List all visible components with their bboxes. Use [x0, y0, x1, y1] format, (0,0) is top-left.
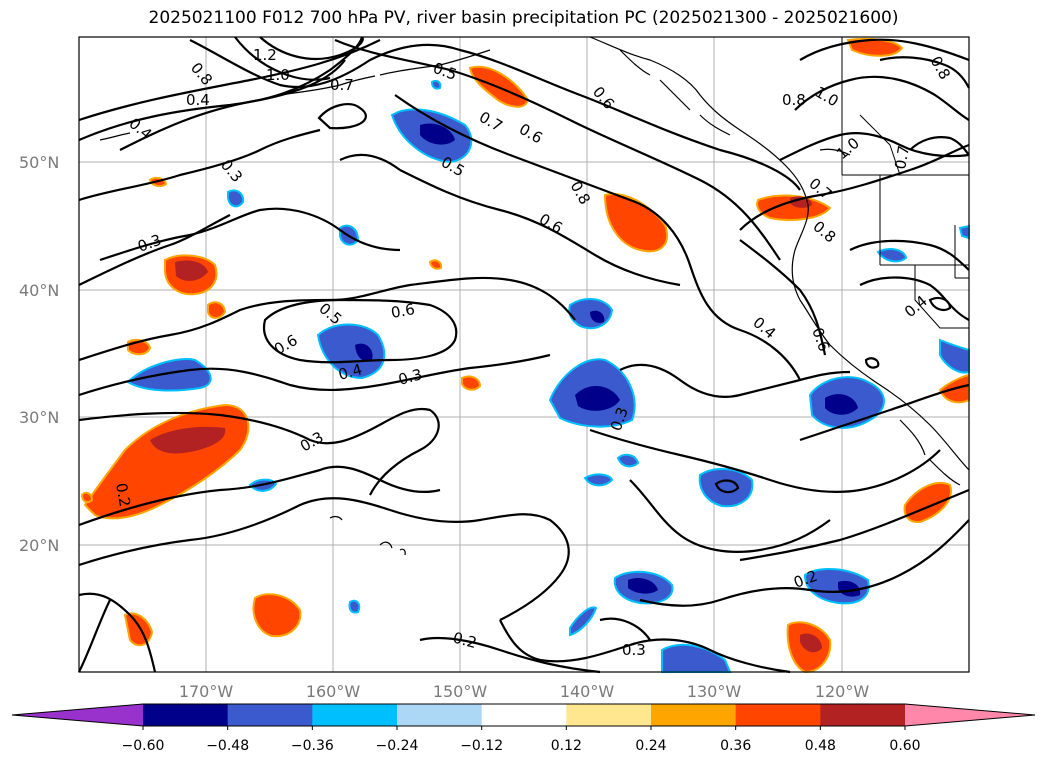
precip-patch-negative: [348, 599, 361, 614]
colorbar-band: [312, 704, 398, 726]
precip-patch-negative: [227, 189, 245, 208]
lon-label: 160°W: [306, 682, 361, 701]
colorbar-extend-max: [905, 704, 1035, 726]
contour-label: 1.0: [266, 66, 290, 84]
map-frame: [78, 36, 970, 673]
precip-patch-strong-positive: [800, 633, 822, 653]
colorbar-band: [566, 704, 652, 726]
colorbar-tick-label: 0.60: [889, 738, 920, 754]
precip-patch-strong-positive: [150, 426, 226, 454]
contour-label: 0.3: [396, 365, 424, 389]
precip-patch-strong-negative: [825, 394, 858, 415]
lon-label: 170°W: [179, 682, 234, 701]
precip-patch-negative: [583, 473, 614, 487]
colorbar-tick-label: −0.12: [460, 738, 503, 754]
colorbar-tick-label: 0.48: [805, 738, 836, 754]
precip-patch-positive: [846, 37, 904, 57]
precip-patch-negative: [430, 79, 442, 90]
colorbar-tick-label: −0.36: [291, 738, 334, 754]
precip-patch-positive: [252, 593, 302, 638]
precip-patch-positive: [428, 259, 443, 270]
contour-label: 1.2: [253, 46, 277, 64]
lat-label: 50°N: [19, 153, 59, 172]
colorbar-band: [735, 704, 821, 726]
colorbar-tick-label: 0.36: [720, 738, 751, 754]
colorbar-tick-label: −0.60: [122, 738, 165, 754]
colorbar-band: [481, 704, 567, 726]
contour-label: 0.2: [451, 628, 479, 652]
precip-patches: [80, 37, 970, 674]
precip-patch-positive: [207, 301, 227, 319]
precip-patch-strong-negative: [838, 580, 861, 597]
precip-patch-strong-negative: [590, 310, 605, 323]
colorbar-band: [820, 704, 906, 726]
contour-label: 0.3: [622, 641, 646, 659]
colorbar-tick-label: −0.24: [376, 738, 419, 754]
precip-patch-negative: [958, 224, 970, 240]
precip-patch-negative: [569, 606, 598, 637]
colorbar-segments: [11, 703, 1036, 727]
pv-contours: [78, 36, 970, 674]
colorbar-band: [143, 704, 229, 726]
colorbar-tick-label: 0.24: [635, 738, 666, 754]
lat-label: 40°N: [19, 281, 59, 300]
boundaries: [841, 37, 969, 329]
colorbar-tick-label: 0.12: [551, 738, 582, 754]
map-panel: 1.2 1.0 0.8 0.7 0.5 0.4 0.3 0.7 0.6 0.6 …: [78, 36, 970, 674]
lon-label: 150°W: [433, 682, 488, 701]
precip-patch-negative: [126, 358, 212, 392]
map-title: 2025021100 F012 700 hPa PV, river basin …: [148, 8, 899, 28]
contour-label: 0.2: [112, 482, 134, 509]
contour-label: 0.4: [336, 360, 364, 384]
precip-patch-negative: [316, 323, 386, 380]
lat-label: 30°N: [19, 408, 59, 427]
contour-label: 0.6: [390, 300, 417, 322]
contour-label: 0.8: [782, 91, 806, 109]
colorbar-band: [651, 704, 737, 726]
contour-label: 0.7: [891, 144, 913, 171]
colorbar-tick-label: −0.48: [206, 738, 249, 754]
precip-patch-strong-negative: [575, 385, 620, 411]
colorbar-ticks: −0.60 −0.48 −0.36 −0.24 −0.12 0.12 0.24 0.36 0.4…: [122, 726, 921, 754]
precip-patch-negative: [661, 643, 732, 673]
contour-label: 0.7: [330, 76, 354, 94]
colorbar-band: [397, 704, 483, 726]
colorbar: −0.60 −0.48 −0.36 −0.24 −0.12 0.12 0.24 0.36 0.4…: [11, 703, 1036, 754]
precip-patch-strong-negative: [420, 123, 455, 145]
precip-patch-negative: [698, 468, 754, 508]
colorbar-extend-min: [12, 704, 143, 726]
precip-patch-positive: [461, 375, 482, 391]
precip-patch-negative: [876, 248, 908, 263]
precip-patch-strong-positive: [175, 260, 208, 281]
longitude-labels: 170°W 160°W 150°W 140°W 130°W 120°W: [179, 682, 870, 701]
lon-label: 130°W: [687, 682, 742, 701]
lon-label: 140°W: [560, 682, 615, 701]
lat-label: 20°N: [19, 536, 59, 555]
colorbar-band: [227, 704, 313, 726]
precip-patch-positive: [80, 491, 94, 504]
precip-patch-strong-negative: [355, 343, 373, 362]
contour-label: 0.4: [186, 91, 210, 109]
latitude-labels: 50°N 40°N 30°N 20°N: [19, 153, 59, 555]
precip-patch-strong-negative: [628, 578, 658, 594]
coastline: [99, 36, 970, 556]
lon-label: 120°W: [815, 682, 870, 701]
precip-patch-positive: [603, 193, 668, 253]
precip-patch-negative: [616, 453, 640, 468]
